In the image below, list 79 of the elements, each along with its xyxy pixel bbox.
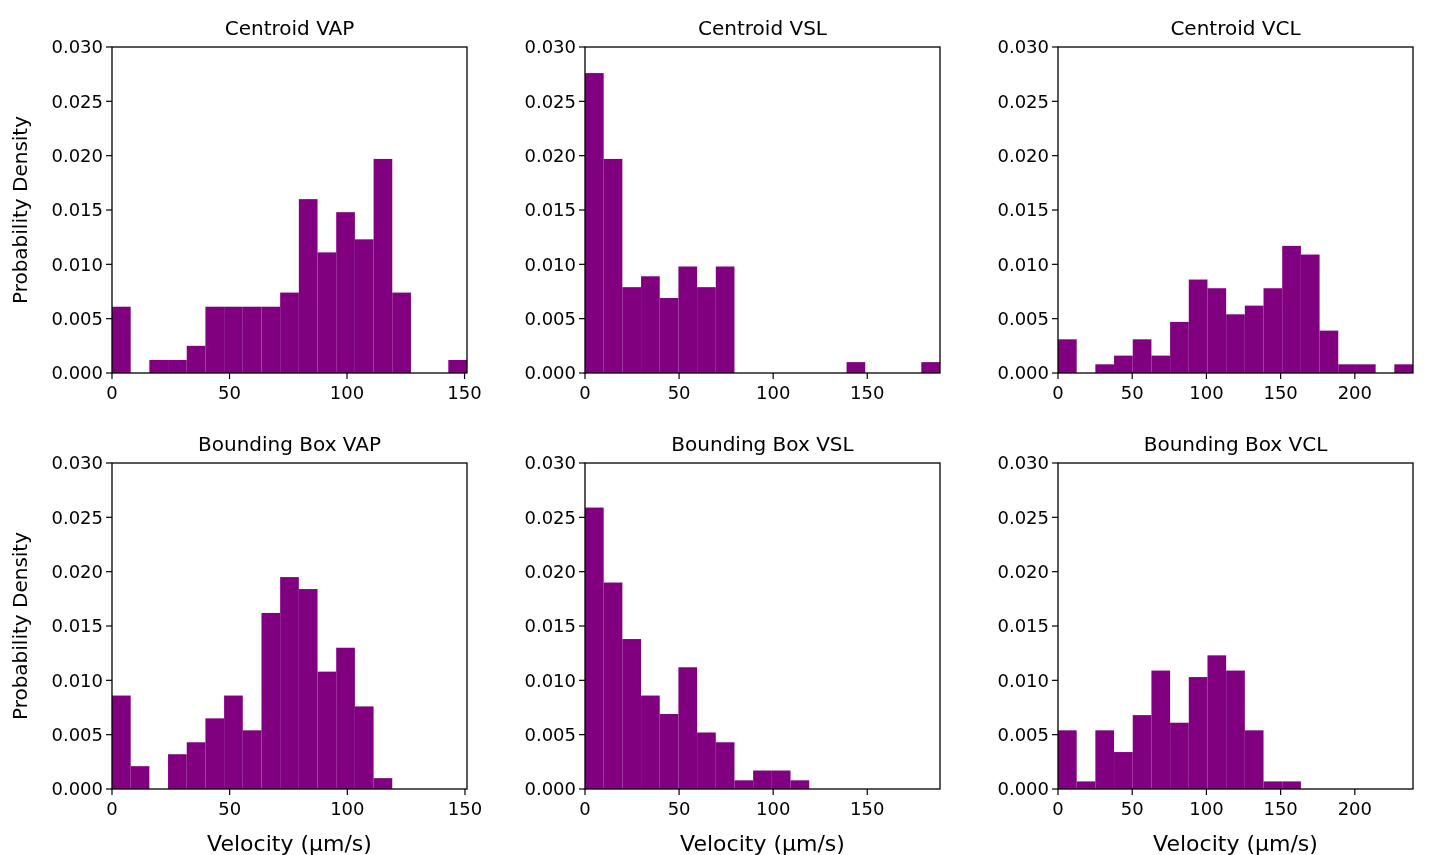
x-tick-label: 150 [447,798,483,819]
y-tick-label: 0.020 [51,560,103,582]
x-tick-label: 50 [667,798,691,819]
y-tick-label: 0.010 [51,669,103,691]
y-tick-label: 0.025 [524,90,576,112]
x-tick-label: 100 [755,798,791,819]
y-tick-label: 0.000 [524,778,576,800]
y-tick-label: 0.015 [997,199,1049,221]
y-tick-label: 0.025 [997,90,1049,112]
y-tick-label: 0.015 [524,199,576,221]
y-tick-label: 0.000 [51,362,103,384]
y-tick-label: 0.000 [997,362,1049,384]
y-tick-label: 0.020 [997,144,1049,166]
chart-title: Centroid VSL [698,16,828,40]
y-tick-label: 0.015 [524,615,576,637]
x-tick-label: 150 [1263,798,1298,819]
y-tick-label: 0.005 [51,723,103,745]
y-tick-label: 0.030 [997,36,1049,58]
y-tick-label: 0.020 [524,560,576,582]
x-tick-label: 0 [106,798,118,819]
x-tick-label: 0 [579,798,591,819]
y-tick-label: 0.015 [51,199,103,221]
x-tick-label: 150 [1263,382,1298,403]
x-tick-label: 150 [447,382,482,403]
y-tick-label: 0.010 [997,669,1049,691]
y-tick-label: 0.030 [51,452,103,474]
chart-title: Bounding Box VSL [671,432,855,456]
x-tick-label: 50 [1120,382,1144,403]
y-tick-label: 0.005 [997,307,1049,329]
y-tick-label: 0.025 [524,506,576,528]
y-tick-label: 0.030 [524,452,576,474]
x-axis-title: Velocity (µm/s) [207,831,372,855]
y-tick-label: 0.005 [524,307,576,329]
x-tick-label: 0 [1052,798,1064,819]
y-tick-label: 0.020 [51,144,103,166]
y-tick-label: 0.030 [51,36,103,58]
y-tick-label: 0.025 [997,506,1049,528]
y-tick-label: 0.005 [997,723,1049,745]
y-tick-label: 0.030 [524,36,576,58]
x-tick-label: 0 [579,382,591,403]
x-tick-label: 100 [330,798,365,819]
y-tick-label: 0.025 [51,90,103,112]
y-tick-label: 0.010 [524,669,576,691]
x-tick-label: 0 [106,382,118,403]
y-tick-label: 0.000 [51,778,103,800]
x-tick-label: 200 [1337,798,1372,819]
x-tick-label: 50 [1120,798,1144,819]
x-tick-label: 100 [329,382,365,403]
x-axis-title: Velocity (µm/s) [680,831,845,855]
y-tick-label: 0.005 [51,307,103,329]
y-axis-title: Probability Density [8,115,32,305]
y-tick-label: 0.015 [51,615,103,637]
chart-title: Bounding Box VCL [1143,432,1329,456]
y-axis-title: Probability Density [8,531,32,721]
x-axis-title: Velocity (µm/s) [1153,831,1318,855]
x-tick-label: 50 [218,798,242,819]
y-tick-label: 0.010 [51,253,103,275]
x-tick-label: 100 [1189,382,1224,403]
x-tick-label: 100 [1189,798,1224,819]
y-tick-label: 0.010 [524,253,576,275]
x-tick-label: 150 [850,382,885,403]
y-tick-label: 0.020 [524,144,576,166]
y-tick-label: 0.010 [997,253,1049,275]
x-tick-label: 50 [218,382,241,403]
chart-title: Centroid VCL [1170,16,1302,40]
y-tick-label: 0.000 [524,362,576,384]
x-tick-label: 50 [667,382,691,403]
x-tick-label: 150 [850,798,885,819]
chart-title: Bounding Box VAP [198,432,381,456]
x-tick-label: 200 [1337,382,1372,403]
x-tick-label: 100 [755,382,791,403]
y-tick-label: 0.015 [997,615,1049,637]
y-tick-label: 0.020 [997,560,1049,582]
x-tick-label: 0 [1052,382,1064,403]
y-tick-label: 0.000 [997,778,1049,800]
chart-title: Centroid VAP [224,16,355,40]
y-tick-label: 0.025 [51,506,103,528]
y-tick-label: 0.030 [997,452,1049,474]
y-tick-label: 0.005 [524,723,576,745]
